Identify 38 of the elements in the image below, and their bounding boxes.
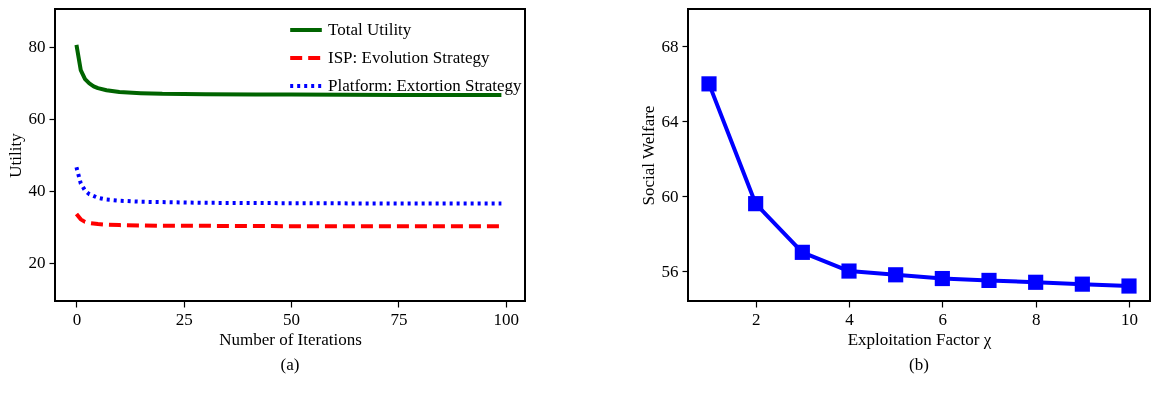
y-axis-title: Utility (5, 132, 25, 178)
point (888, 267, 904, 283)
text: (a) (280, 355, 300, 374)
y-tick-label: 68 (661, 36, 679, 56)
x-axis-title: Exploitation Factor χ (847, 329, 992, 349)
point (748, 196, 764, 212)
x-tick-label: 8 (1031, 309, 1041, 329)
point (841, 263, 857, 279)
x-tick-label: 10 (1121, 309, 1138, 329)
x-tick-label: 25 (175, 309, 193, 329)
point (1074, 276, 1090, 292)
legend-label: Platform: Extortion Strategy (328, 76, 523, 95)
x-tick-label: 2 (751, 309, 761, 329)
y-tick-label: 64 (661, 111, 679, 131)
point (701, 76, 717, 92)
x-tick-label: 0 (72, 309, 82, 329)
y-tick-label: 80 (28, 37, 46, 57)
text: (b) (909, 355, 929, 374)
y-tick-label: 20 (28, 253, 46, 273)
point (1121, 278, 1137, 294)
y-tick-label: 56 (661, 261, 679, 281)
legend-label: Total Utility (328, 20, 412, 39)
y-axis-title: Social Welfare (638, 105, 658, 206)
x-tick-label: 50 (283, 309, 301, 329)
x-tick-label: 4 (845, 309, 855, 329)
y-tick-label: 60 (661, 186, 679, 206)
point (794, 244, 810, 260)
point (934, 270, 950, 287)
x-axis-title: Number of Iterations (219, 329, 362, 349)
x-tick-label: 6 (938, 309, 948, 329)
x-tick-label: 100 (493, 309, 519, 329)
line-series (74, 165, 504, 206)
point (1028, 274, 1044, 290)
y-tick-label: 60 (28, 109, 46, 129)
y-tick-label: 40 (28, 181, 46, 201)
legend-label: ISP: Evolution Strategy (328, 48, 490, 67)
x-tick-label: 75 (390, 309, 408, 329)
point (981, 272, 997, 288)
